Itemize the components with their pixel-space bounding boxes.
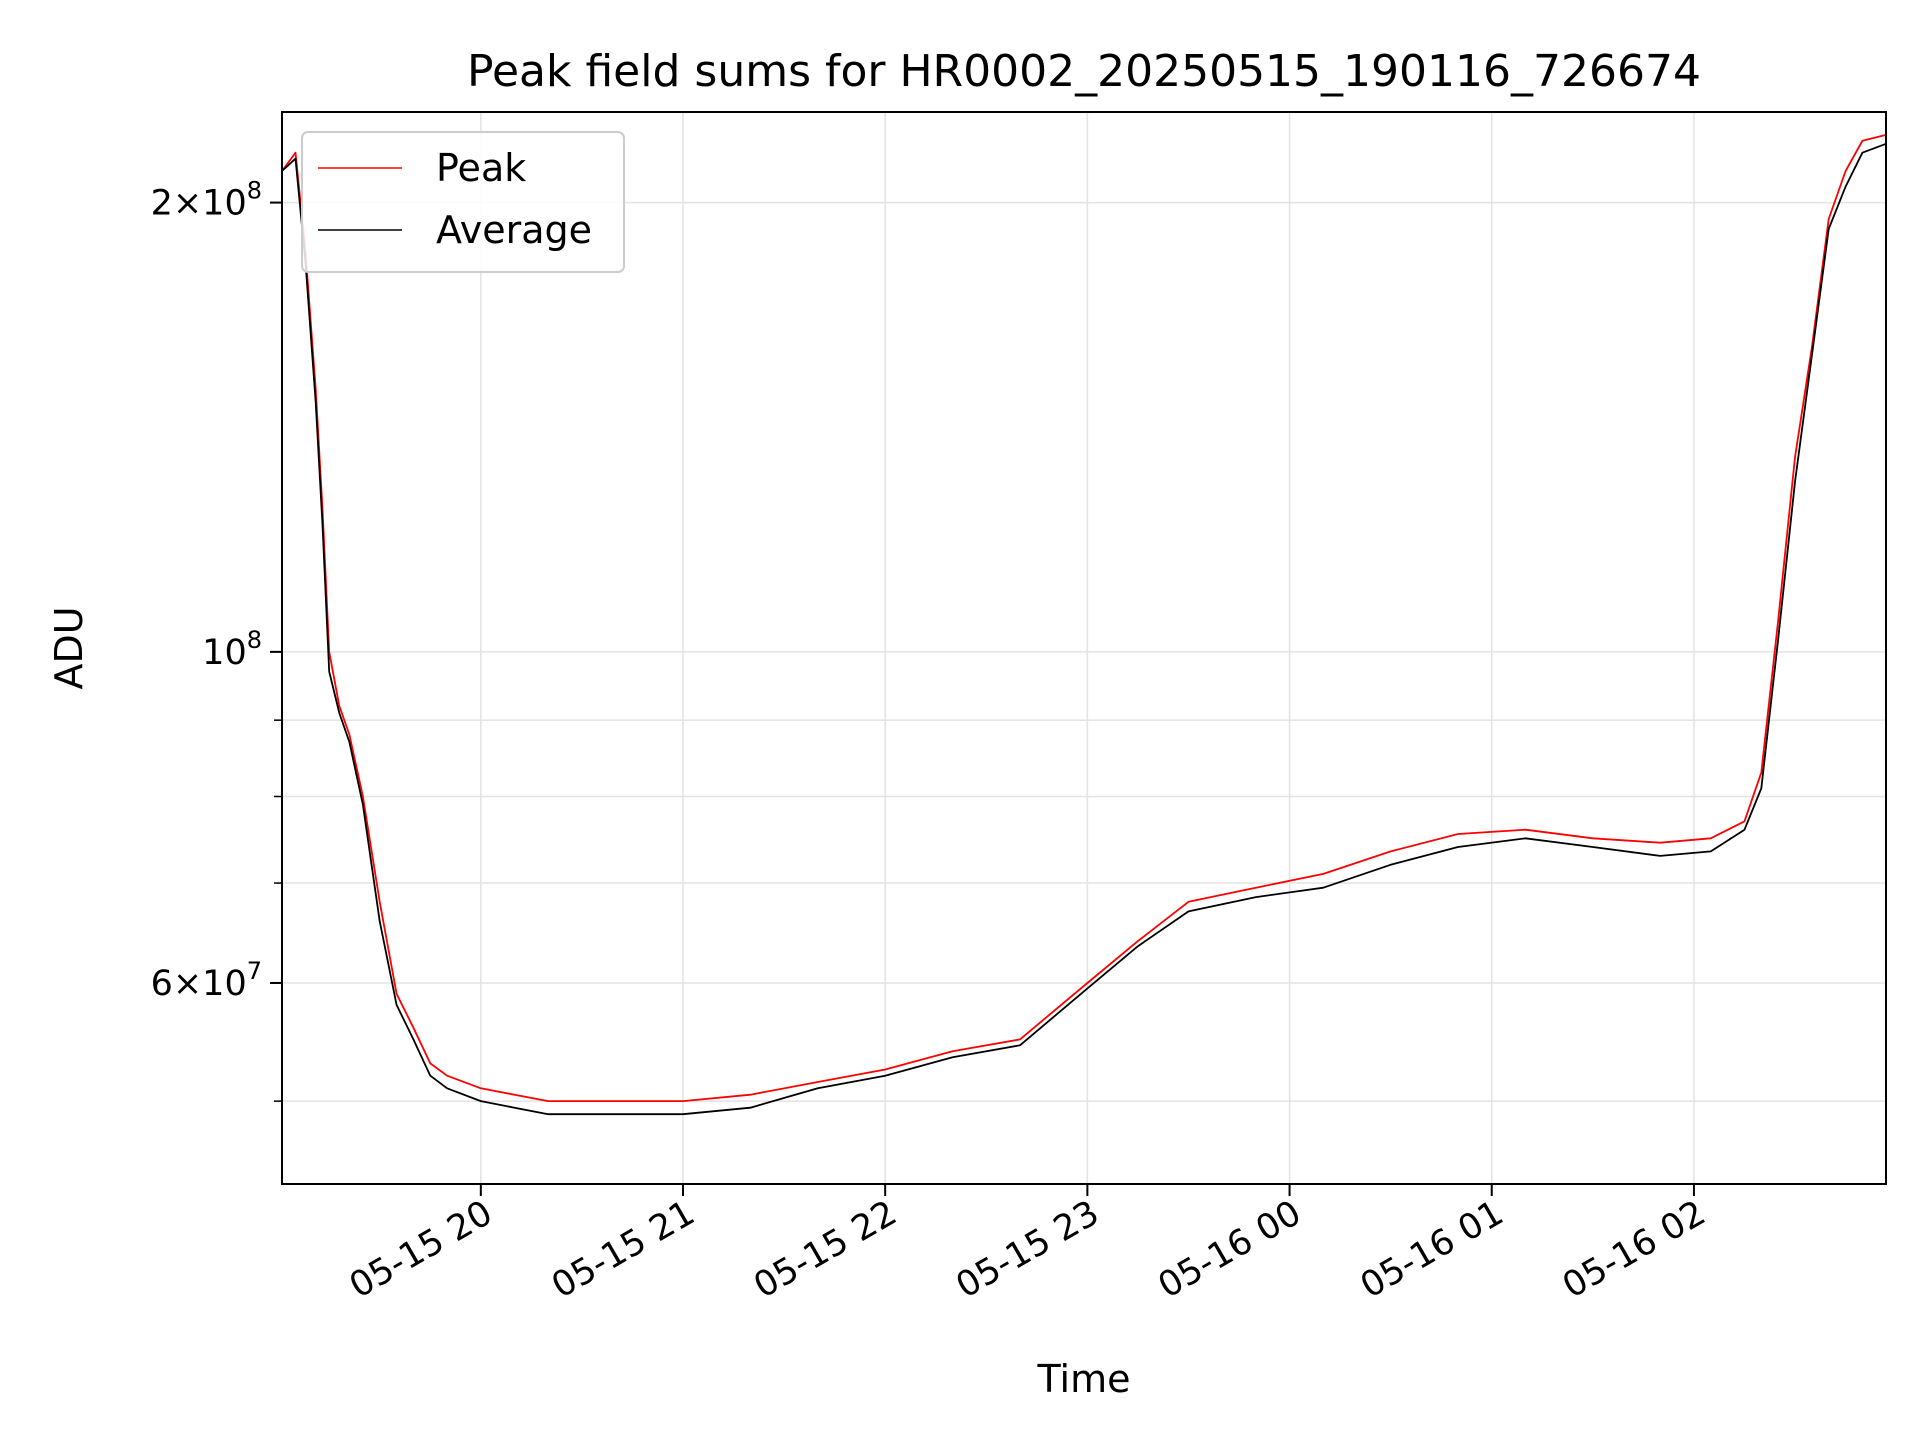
x-tick-label: 05-15 22 [747, 1193, 903, 1306]
series-group [281, 134, 1887, 1116]
y-axis-label: ADU [47, 606, 91, 689]
x-tick-label: 05-15 23 [950, 1193, 1106, 1306]
x-axis: 05-15 20 05-15 21 05-15 22 05-15 23 05-16 00… [343, 1184, 1712, 1306]
legend-label-peak: Peak [436, 146, 526, 190]
chart-title: Peak field sums for HR0002_20250515_1901… [467, 46, 1701, 97]
legend-label-average: Average [436, 208, 592, 252]
y-tick-label: 2×108 [151, 177, 262, 224]
legend: Peak Average [301, 131, 625, 273]
x-tick-label: 05-16 00 [1152, 1193, 1308, 1306]
legend-box [301, 131, 625, 273]
y-tick-label: 6×107 [151, 957, 262, 1004]
x-tick-label: 05-15 21 [545, 1193, 701, 1306]
x-tick-label: 05-16 01 [1354, 1193, 1510, 1306]
series-line-average [281, 142, 1887, 1116]
y-tick-label: 108 [202, 626, 262, 673]
plot-frame [281, 111, 1887, 1185]
y-axis: 6×107 108 2×108 [151, 177, 282, 1102]
x-axis-label: Time [1037, 1357, 1131, 1401]
series-line-peak [281, 134, 1887, 1102]
x-tick-label: 05-16 02 [1556, 1193, 1712, 1306]
x-tick-label: 05-15 20 [343, 1193, 499, 1306]
